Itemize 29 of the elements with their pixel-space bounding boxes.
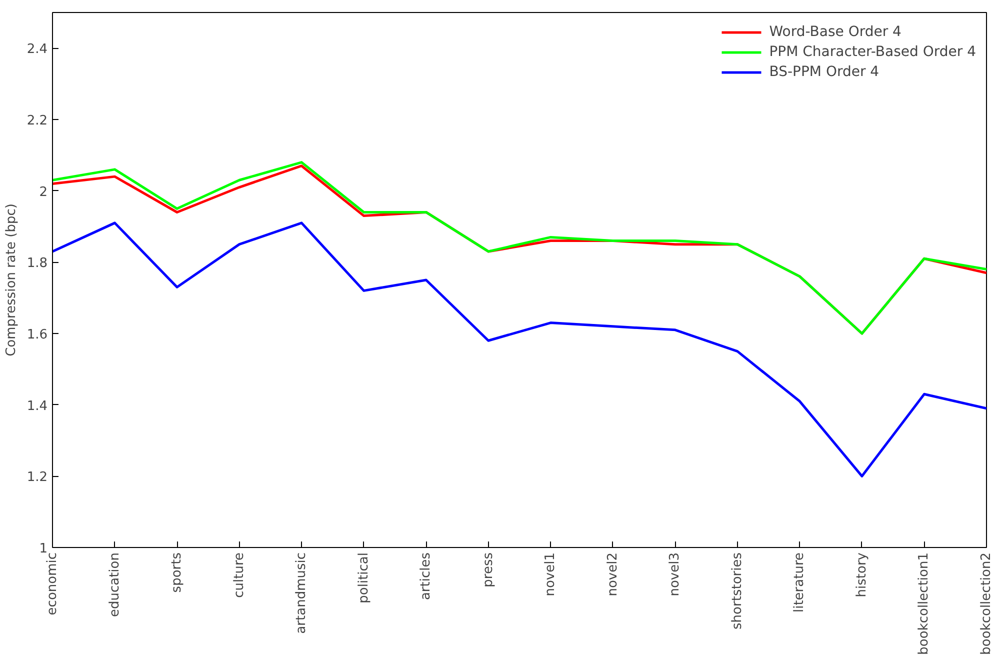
x-tick-label: bookcollection1 [916, 552, 932, 655]
x-tick-label: artandmusic [294, 552, 310, 634]
y-axis-title: Compression rate (bpc) [4, 204, 19, 356]
x-tick-label: sports [170, 552, 185, 593]
x-tick-label: bookcollection2 [979, 552, 994, 655]
x-tick-label: political [356, 552, 372, 604]
y-tick-label: 1.4 [26, 398, 48, 414]
x-tick-label: education [107, 552, 122, 618]
legend-label: Word-Base Order 4 [769, 24, 902, 40]
x-tick-label: economic [45, 552, 60, 616]
line-series [52, 222, 986, 478]
y-tick-label: 1.6 [26, 328, 48, 342]
x-tick-label: articles [418, 552, 434, 600]
legend-label: PPM Character-Based Order 4 [769, 44, 976, 60]
x-tick-label: literature [792, 552, 808, 613]
x-tick-label: shortstories [730, 552, 745, 630]
y-tick-label: 1 [39, 542, 48, 556]
y-tick-label: 1.2 [26, 470, 48, 486]
x-tick-label: novel2 [605, 552, 620, 596]
y-tick-label: 2 [39, 184, 48, 200]
x-tick-label: press [480, 552, 496, 588]
y-tick-label: 2.4 [26, 42, 48, 58]
x-tick-label: novel1 [543, 552, 558, 596]
y-tick-label: 2.2 [26, 114, 48, 128]
x-tick-label: culture [232, 552, 247, 598]
x-tick-label: history [854, 552, 870, 598]
y-tick-label: 1.8 [26, 256, 48, 272]
legend-label: BS-PPM Order 4 [769, 64, 880, 80]
x-tick-label: novel3 [668, 552, 683, 596]
